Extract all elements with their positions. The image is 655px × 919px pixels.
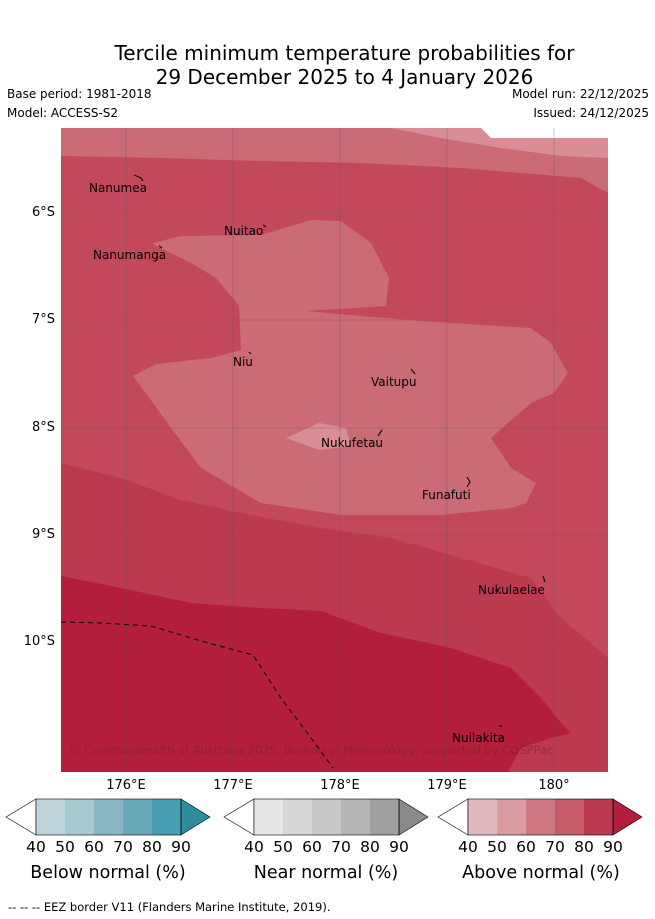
model-run: Model run: 22/12/2025 xyxy=(511,87,649,101)
colorbar-below-bin xyxy=(94,799,123,835)
lat-label-6s: 6°S xyxy=(31,205,55,220)
near-tick: 90 xyxy=(389,838,409,856)
lon-label-176e: 176°E xyxy=(106,778,146,793)
probability-map xyxy=(61,128,608,772)
above-tick: 80 xyxy=(574,838,594,856)
below-normal-title: Below normal (%) xyxy=(30,863,186,883)
lon-label-179e: 179°E xyxy=(427,778,467,793)
below-tick: 60 xyxy=(84,838,104,856)
below-tick: 40 xyxy=(26,838,46,856)
colorbar-above-bin xyxy=(497,799,526,835)
band-top-light xyxy=(61,128,608,193)
below-tick: 50 xyxy=(55,838,75,856)
near-tick: 40 xyxy=(244,838,264,856)
place-label-nuitao: Nuitao xyxy=(224,224,264,238)
colorbar-near-bin xyxy=(283,799,312,835)
colorbar-below-bin xyxy=(152,799,181,835)
colorbar-below-over-triangle xyxy=(180,798,211,836)
above-tick: 70 xyxy=(545,838,565,856)
gridlines xyxy=(61,128,608,772)
island-nanumanga xyxy=(158,245,163,249)
colorbar-above-under-triangle xyxy=(437,798,469,836)
near-tick: 60 xyxy=(302,838,322,856)
eez-footnote: -- -- -- EEZ border V11 (Flanders Marine… xyxy=(8,900,331,914)
colorbar-above-normal xyxy=(437,798,643,836)
place-label-vaitupu: Vaitupu xyxy=(371,375,417,389)
colorbar-near-under-triangle xyxy=(223,798,255,836)
place-label-nanumanga: Nanumanga xyxy=(93,248,167,262)
colorbar-near-bin xyxy=(341,799,370,835)
near-tick: 70 xyxy=(331,838,351,856)
colorbar-above-bin xyxy=(526,799,555,835)
near-tick: 50 xyxy=(273,838,293,856)
colorbar-near-bin xyxy=(312,799,341,835)
above-normal-title: Above normal (%) xyxy=(462,863,620,883)
colorbar-below-under-triangle xyxy=(5,798,37,836)
island-marks xyxy=(133,174,546,727)
lat-label-10s: 10°S xyxy=(23,634,55,649)
below-tick: 80 xyxy=(142,838,162,856)
above-tick: 60 xyxy=(516,838,536,856)
lon-label-180: 180° xyxy=(538,778,570,793)
above-tick: 50 xyxy=(487,838,507,856)
island-funafuti xyxy=(466,476,471,488)
model-name: Model: ACCESS-S2 xyxy=(7,106,119,120)
near-tick: 80 xyxy=(360,838,380,856)
band-central-lighter xyxy=(286,423,351,450)
island-niu xyxy=(248,351,252,355)
lon-label-178e: 178°E xyxy=(320,778,360,793)
copyright-notice: © Commonwealth of Australia 2025, Bureau… xyxy=(69,743,554,757)
eez-border xyxy=(61,621,334,769)
colorbar-above-outline xyxy=(467,798,614,836)
colorbar-below-bin xyxy=(65,799,94,835)
base-period: Base period: 1981-2018 xyxy=(7,87,152,101)
colorbar-near-outline xyxy=(253,798,400,836)
band-south-dark xyxy=(61,576,571,772)
colorbar-below-normal xyxy=(5,798,211,836)
colorbar-above-over-triangle xyxy=(612,798,643,836)
island-nanumea xyxy=(133,174,144,182)
colorbar-above-bin xyxy=(555,799,584,835)
place-label-nuilakita: Nuilakita xyxy=(452,731,505,745)
lat-label-8s: 8°S xyxy=(31,420,55,435)
island-vaitupu xyxy=(410,368,416,375)
place-label-nanumea: Nanumea xyxy=(89,181,147,195)
below-tick: 70 xyxy=(113,838,133,856)
map-title-line-2: 29 December 2025 to 4 January 2026 xyxy=(155,65,534,89)
band-top-white xyxy=(481,128,608,138)
island-nukufetau xyxy=(377,429,383,437)
near-normal-title: Near normal (%) xyxy=(253,863,399,883)
colorbar-near-over-triangle xyxy=(398,798,429,836)
colorbar-above-bin xyxy=(584,799,613,835)
colorbar-below-bin xyxy=(36,799,65,835)
colorbar-near-bin xyxy=(370,799,399,835)
issued-date: Issued: 24/12/2025 xyxy=(533,106,649,120)
place-label-nukulaelae: Nukulaelae xyxy=(478,583,545,597)
lon-label-177e: 177°E xyxy=(213,778,253,793)
colorbar-below-outline xyxy=(35,798,182,836)
map-title-line-1: Tercile minimum temperature probabilitie… xyxy=(114,41,575,65)
island-nukulaelae xyxy=(542,575,546,583)
place-label-niu: Niu xyxy=(233,355,253,369)
colorbar-below-bin xyxy=(123,799,152,835)
colorbar-above-bin xyxy=(468,799,497,835)
below-tick: 90 xyxy=(171,838,191,856)
lat-label-7s: 7°S xyxy=(31,312,55,327)
lat-label-9s: 9°S xyxy=(31,527,55,542)
above-tick: 90 xyxy=(603,838,623,856)
above-tick: 40 xyxy=(458,838,478,856)
colorbar-near-normal xyxy=(223,798,429,836)
place-label-nukufetau: Nukufetau xyxy=(321,436,384,450)
band-central-light xyxy=(133,220,568,515)
place-label-funafuti: Funafuti xyxy=(422,488,471,502)
colorbar-near-bin xyxy=(254,799,283,835)
island-nuitao xyxy=(262,224,267,228)
